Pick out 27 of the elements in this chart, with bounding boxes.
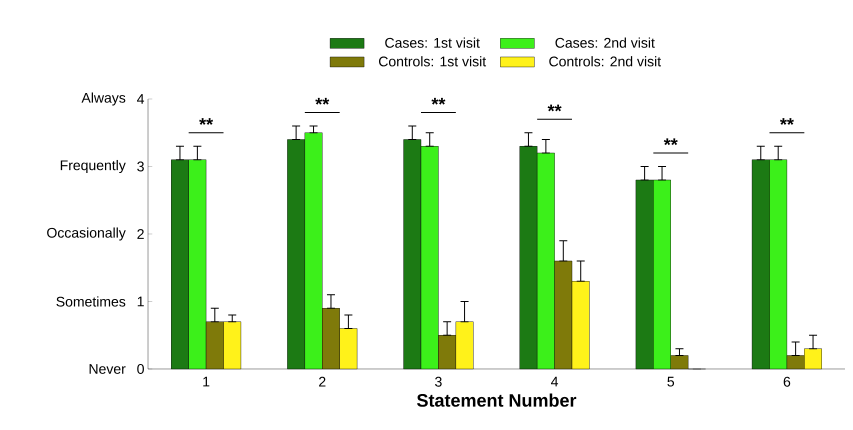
x-tick-label: 4 [551,376,558,386]
y-tick-label: 1 [138,296,144,306]
legend-label: Cases: 1st visit [385,38,480,48]
y-tick-label: 4 [137,94,144,104]
legend-label: Controls: 2nd visit [549,56,661,66]
y-tick-label: 0 [137,364,144,374]
x-tick-label: 5 [667,376,674,387]
annotation: ** [199,118,214,125]
x-tick-label: 2 [319,376,326,387]
y-tick-label: 2 [137,229,144,239]
text: Sometimes [56,296,126,307]
text: Frequently [60,160,126,174]
text: Never [90,364,126,374]
x-tick-label: 3 [435,376,442,387]
annotation: ** [664,138,678,146]
x-axis-title: Statement Number [417,394,576,407]
x-tick-label: 1 [203,376,210,386]
annotation: ** [315,98,330,105]
legend-label: Cases: 2nd visit [555,38,655,48]
text: Always [82,92,126,106]
text: Occasionally [47,227,126,241]
annotation: ** [431,98,446,105]
annotation: ** [548,104,562,112]
y-tick-label: 3 [137,162,144,172]
annotation: ** [780,118,794,125]
legend-label: Controls: 1st visit [378,56,486,66]
x-tick-label: 6 [784,376,790,387]
